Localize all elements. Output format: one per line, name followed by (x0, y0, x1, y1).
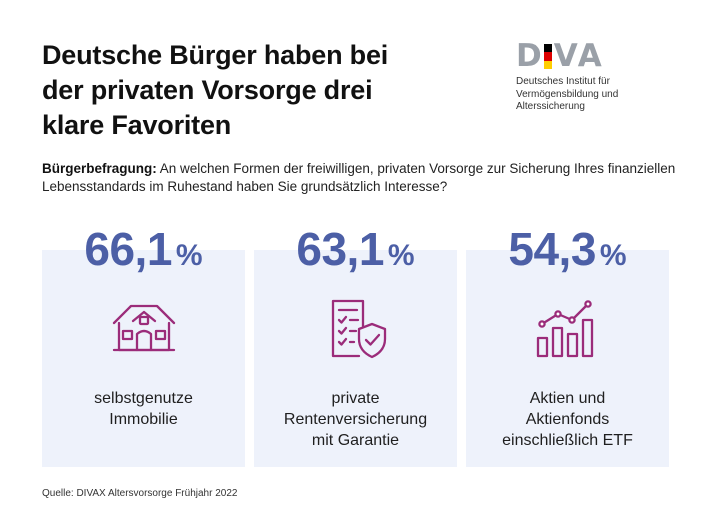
category-label-line: selbstgenutze (94, 390, 193, 407)
logo-letter-a: A (577, 38, 602, 74)
headline-line-2: der privaten Vorsorge drei (42, 75, 373, 105)
document-shield-icon (254, 298, 457, 365)
flag-stripe-gold (543, 60, 552, 69)
category-label-line: Aktienfonds (525, 411, 610, 428)
value-unit: % (387, 239, 415, 272)
logo-letter-d: D (516, 38, 542, 74)
category-label-line: einschließlich ETF (502, 432, 633, 449)
german-flag-icon (543, 44, 552, 69)
flag-stripe-red (543, 52, 552, 61)
result-card-home: 66,1% selbstgenutze Immobilie (42, 223, 245, 467)
category-label-line: private (331, 390, 380, 407)
stock-chart-icon (466, 298, 669, 365)
value-unit: % (175, 239, 203, 272)
logo-letter-v: V (553, 38, 578, 74)
result-card-pension: 63,1% private Rentenversicherung mit Gar… (254, 223, 457, 467)
survey-label: Bürgerbefragung: (42, 161, 157, 176)
category-label-line: Immobilie (109, 411, 178, 428)
survey-question-text: An welchen Formen der freiwilligen, priv… (42, 161, 676, 194)
value-label: 63,1% (254, 223, 457, 282)
logo-subtitle-line-1: Deutsches Institut für (516, 76, 610, 87)
headline: Deutsche Bürger haben bei der privaten V… (42, 38, 422, 143)
value-number: 54,3 (508, 223, 596, 275)
category-label-line: Rentenversicherung (283, 411, 428, 428)
value-number: 66,1 (84, 223, 172, 275)
category-label: selbstgenutze Immobilie (50, 388, 237, 430)
value-number: 63,1 (296, 223, 384, 275)
headline-line-3: klare Favoriten (42, 110, 232, 140)
source-note: Quelle: DIVAX Altersvorsorge Frühjahr 20… (42, 488, 238, 499)
logo-subtitle-line-2: Vermögensbildung und Alterssicherung (516, 88, 619, 113)
house-icon (42, 298, 245, 359)
value-unit: % (599, 239, 627, 272)
category-label-line: mit Garantie (311, 432, 400, 449)
category-label-line: Aktien und (529, 390, 606, 407)
category-label: Aktien und Aktienfonds einschließlich ET… (474, 388, 661, 451)
headline-line-1: Deutsche Bürger haben bei (42, 40, 389, 70)
value-label: 54,3% (466, 223, 669, 282)
value-label: 66,1% (42, 223, 245, 282)
logo-subtitle: Deutsches Institut für Vermögensbildung … (516, 76, 686, 114)
category-label: private Rentenversicherung mit Garantie (262, 388, 449, 451)
survey-question: Bürgerbefragung: An welchen Formen der f… (42, 160, 682, 196)
logo-wordmark: D V A (516, 40, 686, 72)
diva-logo: D V A Deutsches Institut für Vermögensbi… (516, 40, 686, 114)
flag-stripe-black (543, 44, 552, 53)
result-card-stocks: 54,3% Aktien und Aktienfonds einschließl… (466, 223, 669, 467)
